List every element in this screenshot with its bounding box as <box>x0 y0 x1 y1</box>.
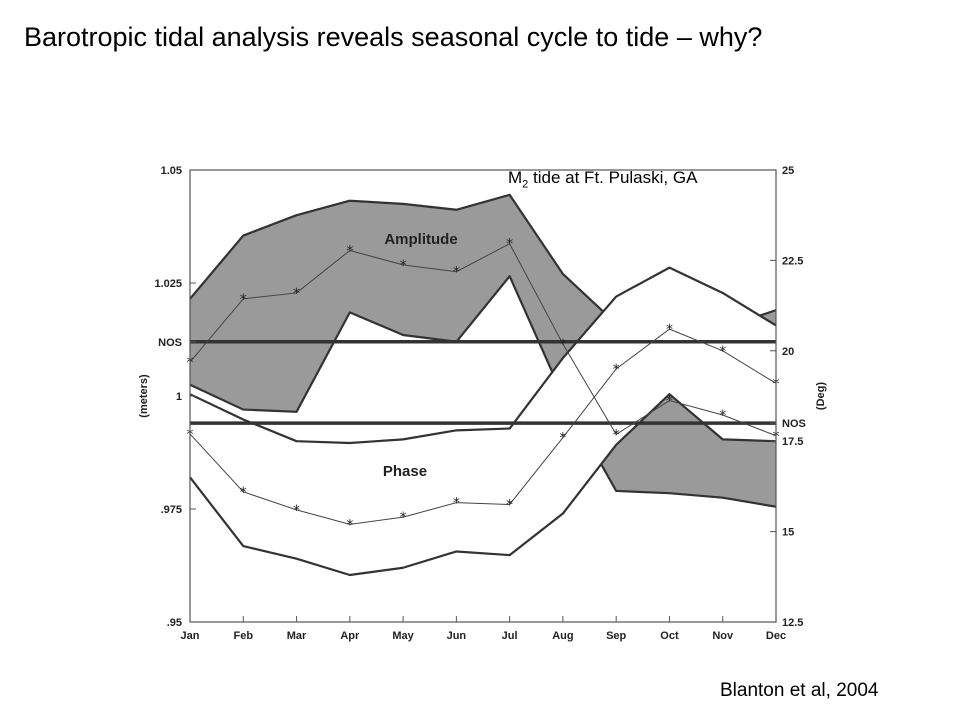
x-tick-label: Jul <box>502 630 518 642</box>
x-tick-label: Aug <box>552 630 573 642</box>
left-tick-label: 1.05 <box>161 165 182 177</box>
x-tick-label: May <box>392 630 414 642</box>
phase-label: Phase <box>383 463 427 480</box>
right-tick-label: NOS <box>782 418 806 430</box>
x-tick-label: Jun <box>447 630 467 642</box>
chart-title-prefix: M <box>508 168 523 187</box>
mean-point-amplitude: * <box>719 408 726 424</box>
x-tick-label: Feb <box>233 630 253 642</box>
mean-point-amplitude: * <box>400 258 407 274</box>
mean-point-amplitude: * <box>506 237 513 253</box>
x-tick-label: Nov <box>712 630 734 642</box>
right-tick-label: 22.5 <box>782 255 803 267</box>
mean-point-amplitude: * <box>666 394 673 410</box>
left-tick-label: .95 <box>167 617 182 629</box>
mean-point-phase: * <box>400 510 407 526</box>
band-upper-edge-phase <box>189 266 777 445</box>
left-tick-label: NOS <box>158 337 182 349</box>
band-lower-edge-amplitude <box>189 275 777 508</box>
citation: Blanton et al, 2004 <box>720 680 879 701</box>
mean-point-phase: * <box>559 431 566 447</box>
mean-point-phase: * <box>719 344 726 360</box>
amplitude-label: Amplitude <box>384 231 457 248</box>
mean-point-amplitude: * <box>559 337 566 353</box>
mean-point-phase: * <box>293 503 300 519</box>
mean-point-amplitude: * <box>346 243 353 259</box>
left-tick-label: 1 <box>176 391 182 403</box>
mean-line-phase <box>189 328 777 525</box>
mean-point-phase: * <box>240 485 247 501</box>
right-tick-label: 20 <box>782 346 794 358</box>
annotations: Amplitude Phase <box>383 231 458 480</box>
chart-title-suffix: tide at Ft. Pulaski, GA <box>528 168 698 187</box>
mean-line-amplitude <box>189 243 777 437</box>
mean-point-phase: * <box>666 322 673 338</box>
mean-point-phase: * <box>453 496 460 512</box>
x-tick-label: Apr <box>340 630 360 642</box>
mean-point-amplitude: * <box>453 265 460 281</box>
mean-point-amplitude: * <box>240 292 247 308</box>
nos-reference-lines <box>190 339 776 425</box>
right-tick-label: 12.5 <box>782 617 803 629</box>
x-tick-label: Dec <box>766 630 786 642</box>
mean-point-amplitude: * <box>293 286 300 302</box>
chart-title-subscript: 2 <box>522 178 529 191</box>
chart-title: M2 tide at Ft. Pulaski, GA <box>508 168 697 190</box>
mean-point-phase: * <box>613 362 620 378</box>
mean-point-amplitude: * <box>613 427 620 443</box>
mean-point-phase: * <box>506 497 513 513</box>
x-tick-label: Oct <box>660 630 679 642</box>
x-tick-label: Jan <box>181 630 200 642</box>
right-tick-label: 15 <box>782 527 794 539</box>
right-axis-label: (Deg) <box>815 382 827 410</box>
phase-band <box>189 266 777 577</box>
x-tick-label: Mar <box>287 630 307 642</box>
right-tick-label: 17.5 <box>782 436 803 448</box>
left-tick-label: .975 <box>161 504 182 516</box>
left-axis-label: (meters) <box>138 374 150 418</box>
slide-title: Barotropic tidal analysis reveals season… <box>24 22 763 52</box>
band-fill-phase <box>190 267 776 575</box>
left-tick-label: 1.025 <box>154 278 182 290</box>
x-tick-label: Sep <box>606 630 626 642</box>
band-lower-edge-phase <box>189 393 777 577</box>
right-tick-label: 25 <box>782 165 794 177</box>
axes: 1.05 1.025 NOS 1 .975 .95 25 22.5 20 NOS 17.5 15 12.… <box>138 165 827 642</box>
mean-point-phase: * <box>346 517 353 533</box>
